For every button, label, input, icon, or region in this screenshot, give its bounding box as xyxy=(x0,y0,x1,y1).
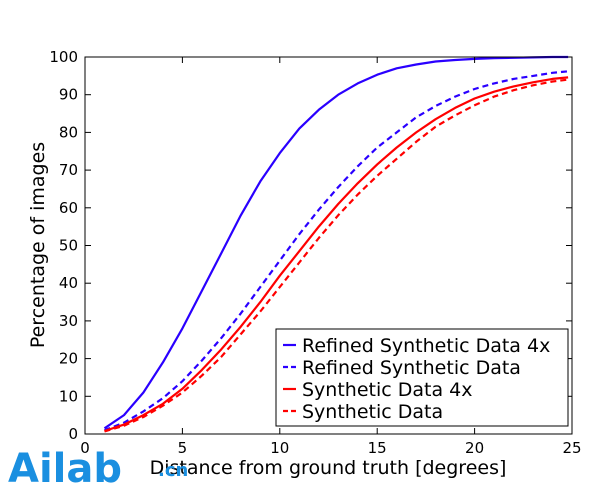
y-tick-label: 30 xyxy=(59,312,78,330)
series-line-1 xyxy=(103,55,569,430)
y-tick-label: 70 xyxy=(59,161,78,179)
series-line-3 xyxy=(104,76,569,433)
x-tick-label: 25 xyxy=(562,439,581,457)
y-tick-label: 50 xyxy=(59,237,78,255)
x-tick-label: 5 xyxy=(178,439,188,457)
watermark: Ailab .cn xyxy=(8,446,188,492)
legend-entry-label: Synthetic Data xyxy=(302,401,443,423)
y-tick-label: 0 xyxy=(68,425,78,443)
x-tick-label: 15 xyxy=(368,439,387,457)
series-line-2 xyxy=(104,70,569,432)
y-tick-label: 100 xyxy=(49,48,78,66)
y-tick-label: 90 xyxy=(59,86,78,104)
y-tick-label: 80 xyxy=(59,123,78,141)
y-axis-label: Percentage of images xyxy=(27,142,49,348)
y-tick-label: 20 xyxy=(59,350,78,368)
series-layer xyxy=(103,55,569,433)
y-tick-label: 60 xyxy=(59,199,78,217)
y-tick-label: 40 xyxy=(59,274,78,292)
series-line-4 xyxy=(104,78,569,433)
watermark-logo: Ailab xyxy=(8,446,122,492)
y-tick-label: 10 xyxy=(59,387,78,405)
x-axis-label: Distance from ground truth [degrees] xyxy=(150,457,507,479)
legend-entry-label: Synthetic Data 4x xyxy=(302,379,472,401)
legend-box xyxy=(275,328,569,427)
x-tick-label: 10 xyxy=(270,439,289,457)
watermark-suffix: .cn xyxy=(158,460,188,481)
x-tick-label: 0 xyxy=(80,439,90,457)
legend-entry-label: Refined Synthetic Data 4x xyxy=(302,335,550,357)
x-tick-label: 20 xyxy=(465,439,484,457)
ticks-layer: 0 5 10 15 20 25 0 10 20 30 40 50 60 70 80 90 100 xyxy=(49,48,581,457)
legend-entry-label: Refined Synthetic Data xyxy=(302,357,521,379)
